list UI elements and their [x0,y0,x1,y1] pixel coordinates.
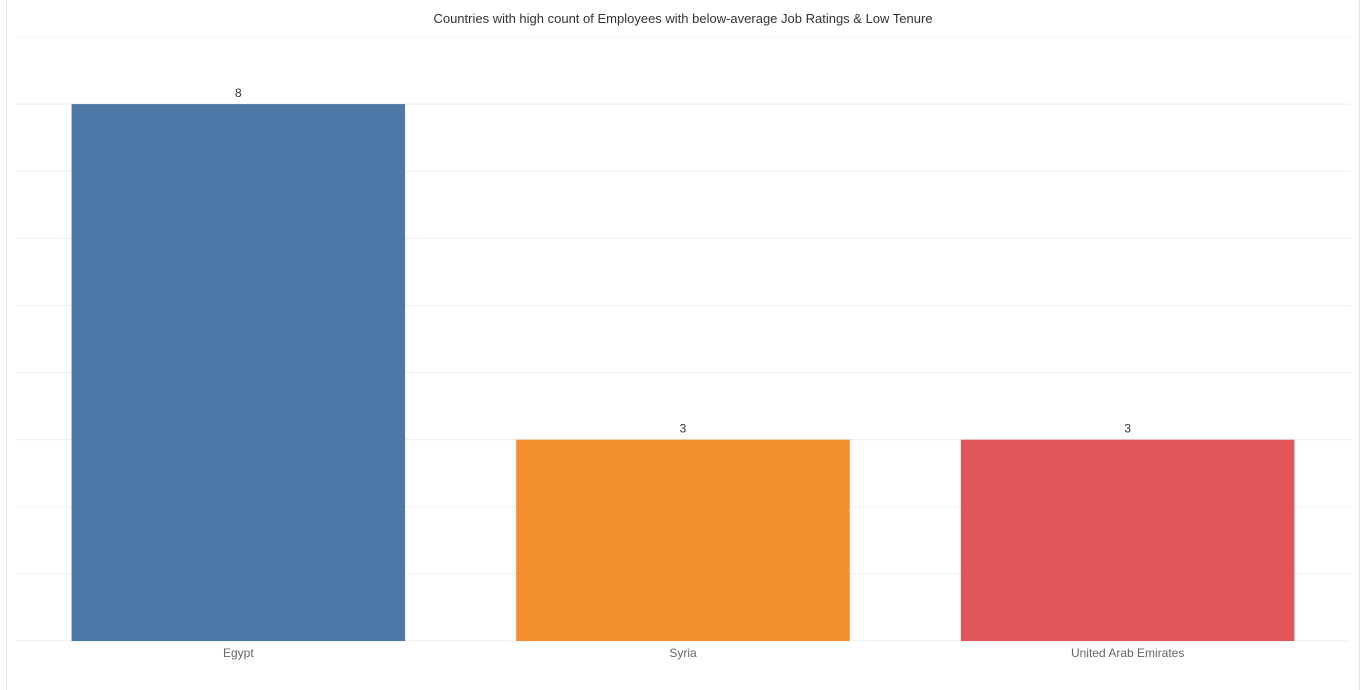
bar-united-arab-emirates[interactable] [960,439,1295,641]
data-labels: 8 3 3 [235,86,1131,436]
bar-syria[interactable] [516,439,850,641]
data-label: 3 [680,422,687,436]
x-axis-tick-labels: Egypt Syria United Arab Emirates [223,646,1184,660]
bars [71,104,1295,642]
x-tick-label: Syria [669,646,697,660]
data-label: 8 [235,86,242,100]
data-label: 3 [1124,422,1131,436]
chart-frame [6,0,1360,690]
x-tick-label: Egypt [223,646,254,660]
bar-egypt[interactable] [71,104,406,642]
x-tick-label: United Arab Emirates [1071,646,1184,660]
chart-title: Countries with high count of Employees w… [433,11,933,26]
